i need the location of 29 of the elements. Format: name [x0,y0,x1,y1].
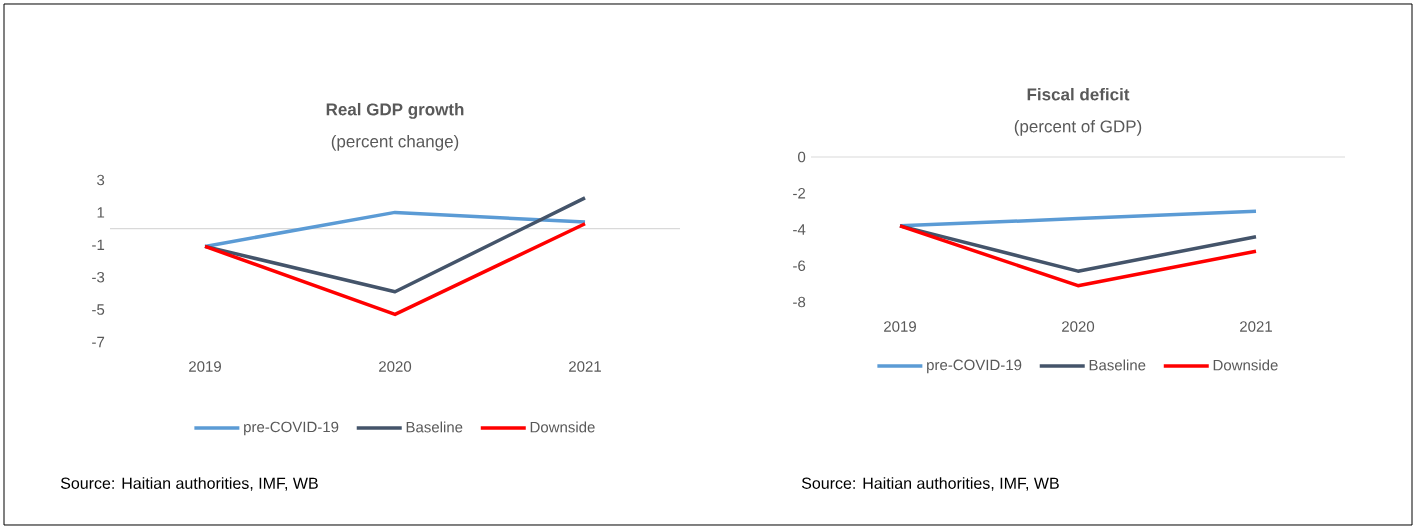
legend-label: Downside [1213,359,1278,371]
y-tick-label: -4 [793,224,806,235]
x-tick-label: 2019 [884,321,916,332]
y-tick-label: 1 [97,207,105,218]
y-tick-label: -8 [793,296,806,308]
legend-label: pre-COVID-19 [927,359,1022,374]
y-tick-label: -2 [793,188,806,199]
y-tick-label: -7 [92,336,105,348]
chart-title: Fiscal deficit [1027,87,1130,101]
chart-subtitle: (percent of GDP) [1014,119,1142,136]
y-tick-label: -6 [793,260,806,272]
source-note: Source: Haitian authorities, IMF, WB [60,477,318,491]
x-tick-label: 2021 [1240,321,1272,332]
y-tick-label: -5 [92,304,105,315]
x-tick-label: 2021 [569,361,601,372]
chart-title: Real GDP growth [326,102,464,119]
y-tick-label: 3 [97,174,105,186]
y-tick-label: 0 [798,151,806,163]
x-tick-label: 2019 [189,361,221,372]
chart-subtitle: (percent change) [331,134,459,151]
legend-label: Downside [530,421,595,433]
legend-label: pre-COVID-19 [244,421,339,436]
y-tick-label: -1 [92,239,105,250]
legend-label: Baseline [406,421,463,433]
x-tick-label: 2020 [1062,321,1095,332]
x-tick-label: 2020 [379,361,412,372]
source-note: Source: Haitian authorities, IMF, WB [801,477,1059,491]
legend-label: Baseline [1089,359,1146,371]
y-tick-label: -3 [92,271,105,283]
